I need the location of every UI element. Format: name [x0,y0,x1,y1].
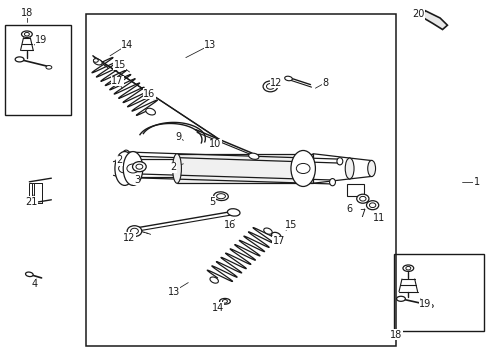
Ellipse shape [145,108,155,115]
Bar [393,254,483,331]
Ellipse shape [405,266,410,270]
Ellipse shape [25,272,33,276]
Polygon shape [420,11,447,30]
Ellipse shape [290,150,315,186]
Ellipse shape [367,161,375,177]
Ellipse shape [284,76,292,81]
Bar [5,25,71,115]
Text: 2: 2 [170,162,176,172]
Bar [85,14,395,346]
Ellipse shape [132,162,146,172]
Ellipse shape [117,159,124,177]
Text: 17: 17 [272,236,285,246]
Ellipse shape [336,158,342,165]
Ellipse shape [219,298,230,304]
Ellipse shape [46,66,52,69]
Ellipse shape [15,57,24,62]
Bar [177,154,312,183]
Text: 16: 16 [142,89,155,99]
Text: 3: 3 [134,175,140,185]
Ellipse shape [123,152,142,185]
Ellipse shape [402,265,413,271]
Text: 18: 18 [389,330,402,340]
Ellipse shape [127,164,139,173]
Ellipse shape [359,197,365,201]
Ellipse shape [115,152,134,185]
Ellipse shape [263,228,272,234]
Ellipse shape [345,158,353,179]
Ellipse shape [130,228,138,234]
Text: 15: 15 [113,60,126,70]
Text: 17: 17 [111,76,123,86]
Ellipse shape [122,150,129,158]
Ellipse shape [296,163,309,174]
Ellipse shape [271,232,281,239]
Ellipse shape [93,59,102,65]
Ellipse shape [356,194,368,203]
Text: 7: 7 [358,209,364,219]
Text: 11: 11 [372,213,385,223]
Text: 6: 6 [346,204,352,214]
Ellipse shape [213,192,228,201]
Ellipse shape [21,31,32,37]
Text: 10: 10 [208,139,221,149]
Bar [177,154,312,183]
Text: 2: 2 [117,155,122,165]
Text: 13: 13 [203,40,216,50]
Ellipse shape [427,304,432,308]
Ellipse shape [263,81,277,92]
Bar [34,183,41,203]
Ellipse shape [172,154,181,183]
Ellipse shape [209,277,218,283]
Text: 15: 15 [284,220,297,230]
Text: 20: 20 [411,9,424,19]
Ellipse shape [366,201,378,210]
Ellipse shape [396,296,405,301]
Ellipse shape [24,32,29,36]
Ellipse shape [216,194,225,199]
Ellipse shape [93,59,98,62]
Text: 21: 21 [25,197,38,207]
Ellipse shape [122,172,129,180]
Polygon shape [346,184,364,196]
Bar [32,183,41,203]
Ellipse shape [266,84,274,89]
Ellipse shape [329,179,335,186]
Text: 13: 13 [167,287,180,297]
Bar [29,183,41,203]
Text: 19: 19 [35,35,48,45]
Text: 4: 4 [31,279,37,289]
Text: 19: 19 [418,299,431,309]
Text: 16: 16 [223,220,236,230]
Text: 12: 12 [269,78,282,88]
Text: 12: 12 [123,233,136,243]
Ellipse shape [227,209,240,216]
Text: 9: 9 [175,132,181,142]
Text: 5: 5 [209,197,215,207]
Ellipse shape [119,164,131,173]
Text: 14: 14 [211,303,224,313]
Ellipse shape [369,203,375,207]
Ellipse shape [136,164,142,169]
Ellipse shape [222,300,227,303]
Text: 18: 18 [20,8,33,18]
Ellipse shape [127,226,142,237]
Text: 8: 8 [322,78,327,88]
Text: 1: 1 [473,177,479,187]
Text: 14: 14 [121,40,133,50]
Ellipse shape [248,153,259,159]
